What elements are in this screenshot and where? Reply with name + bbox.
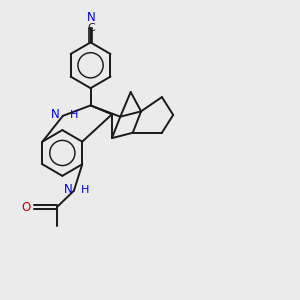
Text: N: N xyxy=(51,108,60,122)
Text: H: H xyxy=(80,185,89,195)
Text: O: O xyxy=(22,201,31,214)
Text: H: H xyxy=(70,110,78,120)
Text: N: N xyxy=(87,11,96,24)
Text: C: C xyxy=(88,23,95,33)
Text: N: N xyxy=(63,183,72,196)
